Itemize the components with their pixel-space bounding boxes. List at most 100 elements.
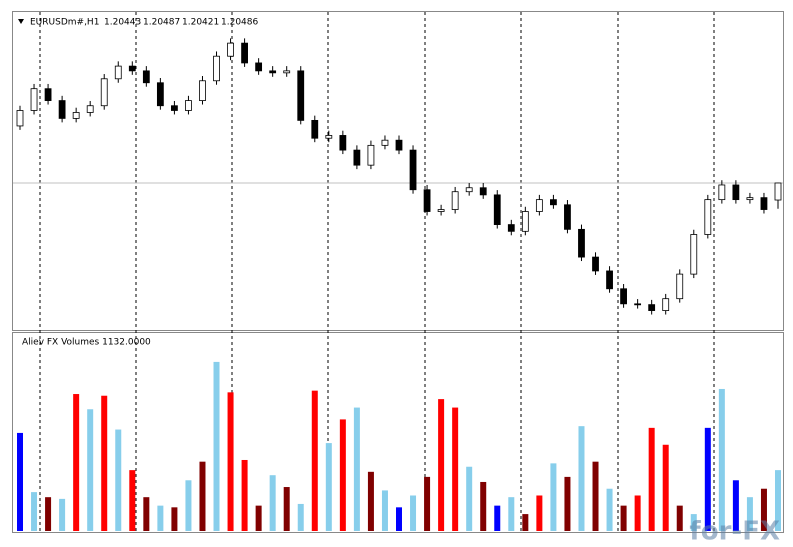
candle-body: [437, 209, 445, 212]
candle-body: [213, 55, 220, 82]
volume-bar: [171, 507, 178, 531]
candle-body: [662, 298, 670, 311]
volume-bar: [339, 419, 346, 531]
candle-body: [269, 70, 277, 74]
volume-bar: [381, 490, 388, 531]
candle-body: [58, 100, 66, 119]
candle-body: [311, 119, 319, 139]
candle-body: [325, 135, 333, 139]
candle-body: [156, 82, 164, 107]
candle-body: [648, 304, 656, 311]
candle-body: [72, 112, 80, 119]
candle-body: [353, 149, 361, 166]
volume-bar: [494, 505, 501, 531]
volume-bar: [199, 461, 206, 531]
volume-bar: [775, 470, 781, 531]
volume-bar: [438, 399, 445, 531]
symbol-title: EURUSDm#,H1: [30, 18, 99, 28]
volume-bar: [157, 505, 164, 531]
volume-panel: [12, 332, 784, 533]
candle-body: [493, 194, 501, 225]
volume-bar: [311, 390, 318, 531]
volume-bar: [353, 407, 360, 531]
candle-body: [128, 65, 136, 72]
candle-body: [297, 70, 305, 121]
candle-body: [199, 80, 206, 101]
open-value: 1.20443: [104, 18, 141, 28]
volume-bar: [746, 497, 753, 531]
volume-bar: [606, 488, 613, 531]
candle-body: [732, 184, 740, 201]
candle-body: [423, 189, 431, 212]
candle-body: [465, 187, 473, 193]
volume-bar: [452, 407, 459, 531]
volume-bar: [255, 505, 262, 531]
candle-body: [760, 197, 768, 210]
candle-body: [142, 70, 150, 84]
volume-bar: [732, 480, 739, 531]
candle-body: [606, 270, 613, 290]
watermark: for-FX: [689, 517, 780, 547]
candle-body: [690, 234, 698, 275]
volume-bar: [620, 505, 627, 531]
volume-bar: [185, 480, 192, 531]
volume-bar: [480, 481, 487, 531]
volume-bar: [31, 492, 38, 531]
candle-body: [507, 224, 515, 232]
candle-body: [44, 88, 52, 101]
volume-bar: [704, 427, 711, 531]
volume-bar: [676, 505, 683, 531]
candle-body: [634, 303, 642, 306]
volume-bar: [367, 471, 374, 531]
low-value: 1.20421: [182, 18, 219, 28]
candle-body: [185, 100, 192, 111]
candle-body: [535, 199, 543, 212]
close-value: 1.20486: [221, 18, 258, 28]
volume-bar: [564, 476, 571, 531]
high-value: 1.20487: [143, 18, 180, 28]
volume-bar: [410, 495, 417, 531]
candle-body: [620, 288, 627, 305]
volume-bar: [522, 514, 529, 531]
candle-body: [409, 149, 417, 191]
volume-bar: [396, 507, 402, 531]
volume-bar: [87, 409, 94, 531]
volume-bar: [634, 495, 641, 531]
volume-bar: [283, 487, 290, 531]
candle-body: [521, 211, 529, 232]
volume-bar: [213, 361, 220, 531]
candle-body: [578, 228, 585, 258]
volume-bar: [143, 497, 150, 531]
volume-bar: [508, 497, 515, 531]
price-panel: [12, 11, 784, 331]
volume-bar: [17, 432, 23, 531]
candle-body: [30, 88, 38, 111]
candle-body: [255, 62, 263, 72]
volume-bar: [578, 426, 585, 531]
candle-body: [339, 135, 347, 151]
marks: [13, 38, 783, 531]
candle-body: [367, 144, 375, 166]
candle-body: [86, 105, 94, 113]
candle-body: [746, 197, 754, 201]
candle-body: [676, 273, 684, 300]
candle-body: [381, 139, 389, 146]
volume-bar: [325, 443, 332, 531]
volume-bar: [424, 476, 431, 531]
candle-body: [479, 187, 487, 196]
candle-body: [704, 199, 712, 235]
menu-arrow[interactable]: [18, 19, 24, 24]
volume-bar: [115, 429, 122, 531]
volume-bar: [129, 470, 136, 531]
volume-bar: [227, 392, 234, 531]
candle-body: [171, 105, 178, 111]
volume-bar: [297, 503, 304, 531]
candle-body: [718, 184, 726, 201]
price-header: EURUSDm#,H1 1.20443 1.20487 1.20421 1.20…: [18, 18, 258, 28]
volume-bar: [718, 388, 725, 531]
candle-body: [114, 65, 122, 80]
volume-bar: [592, 461, 599, 531]
volume-bar: [269, 475, 276, 531]
candle-body: [550, 199, 557, 206]
volume-bar: [536, 495, 543, 531]
